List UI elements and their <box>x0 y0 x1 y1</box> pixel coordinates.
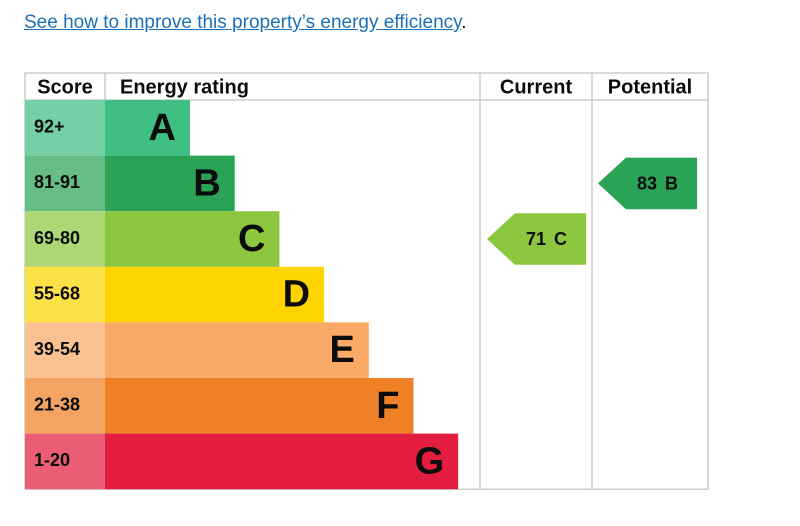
column-header: Current <box>500 76 573 98</box>
score-cell <box>25 378 105 434</box>
rating-bar <box>105 378 414 434</box>
rating-bar <box>105 211 280 267</box>
rating-label: 83 B <box>637 173 678 193</box>
rating-bar <box>105 100 190 156</box>
rating-letter: F <box>376 385 399 427</box>
score-range: 69-80 <box>34 228 80 248</box>
rating-bar <box>105 155 235 212</box>
potential-rating: 83 B <box>598 157 697 210</box>
rating-bar <box>105 433 459 490</box>
rating-letter: A <box>149 107 176 149</box>
rating-band: B <box>665 173 678 193</box>
column-header: Potential <box>608 76 692 98</box>
link-suffix: . <box>461 12 467 33</box>
rating-letter: D <box>283 274 310 316</box>
current-rating: 71 C <box>487 213 586 265</box>
rating-letter: C <box>238 218 265 260</box>
score-cell <box>25 266 105 323</box>
improve-link[interactable]: See how to improve this property’s energ… <box>24 12 462 33</box>
score-cell <box>25 155 105 212</box>
score-cell <box>25 211 105 267</box>
rating-score: 71 <box>526 229 546 249</box>
rating-bar <box>105 266 325 323</box>
rating-band: C <box>554 229 567 249</box>
link-line: See how to improve this property’s energ… <box>24 12 467 34</box>
rating-letter: E <box>329 329 354 371</box>
score-range: 55-68 <box>34 283 80 303</box>
rating-arrow <box>487 213 586 265</box>
rating-score: 83 <box>637 173 657 193</box>
score-range: 81-91 <box>34 172 80 192</box>
rating-letter: B <box>193 162 220 204</box>
score-range: 21-38 <box>34 395 80 415</box>
column-header: Energy rating <box>120 76 249 98</box>
rating-label: 71 C <box>526 229 567 249</box>
score-range: 92+ <box>34 117 65 137</box>
score-cell <box>25 433 105 490</box>
rating-letter: G <box>415 440 445 482</box>
score-range: 1-20 <box>34 450 70 470</box>
rating-arrow <box>598 157 697 210</box>
column-header: Score <box>37 76 93 98</box>
score-cell <box>25 322 105 378</box>
score-range: 39-54 <box>34 339 80 359</box>
score-cell <box>25 100 105 156</box>
rating-bar <box>105 322 369 378</box>
